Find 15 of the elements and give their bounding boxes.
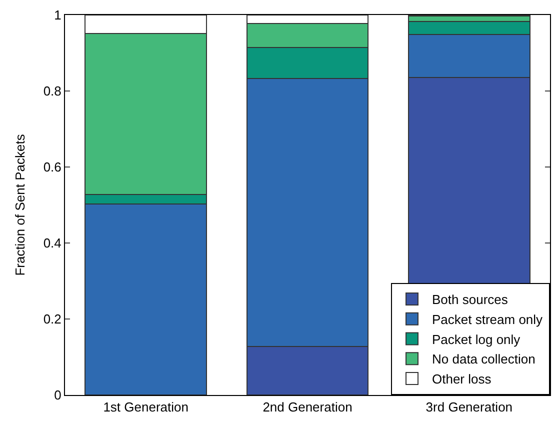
y-tick-label: 0.8 bbox=[43, 84, 62, 99]
y-tick-label: 0.2 bbox=[43, 312, 62, 327]
legend-label: Both sources bbox=[432, 292, 508, 308]
y-axis-title: Fraction of Sent Packets bbox=[12, 134, 28, 276]
y-tick-label: 0.4 bbox=[43, 236, 62, 251]
legend-label: Packet stream only bbox=[432, 312, 544, 327]
y-tick-label: 0.6 bbox=[43, 160, 62, 175]
y-tick-label: 0 bbox=[54, 388, 62, 403]
x-tick-label: 3rd Generation bbox=[426, 400, 513, 415]
legend-label: No data collection bbox=[432, 352, 536, 367]
y-tick-label: 1 bbox=[54, 8, 62, 23]
legend-label: Packet log only bbox=[432, 332, 521, 347]
legend-label: Other loss bbox=[432, 372, 492, 387]
x-tick-label: 1st Generation bbox=[103, 400, 188, 415]
x-tick-label: 2nd Generation bbox=[262, 400, 352, 415]
